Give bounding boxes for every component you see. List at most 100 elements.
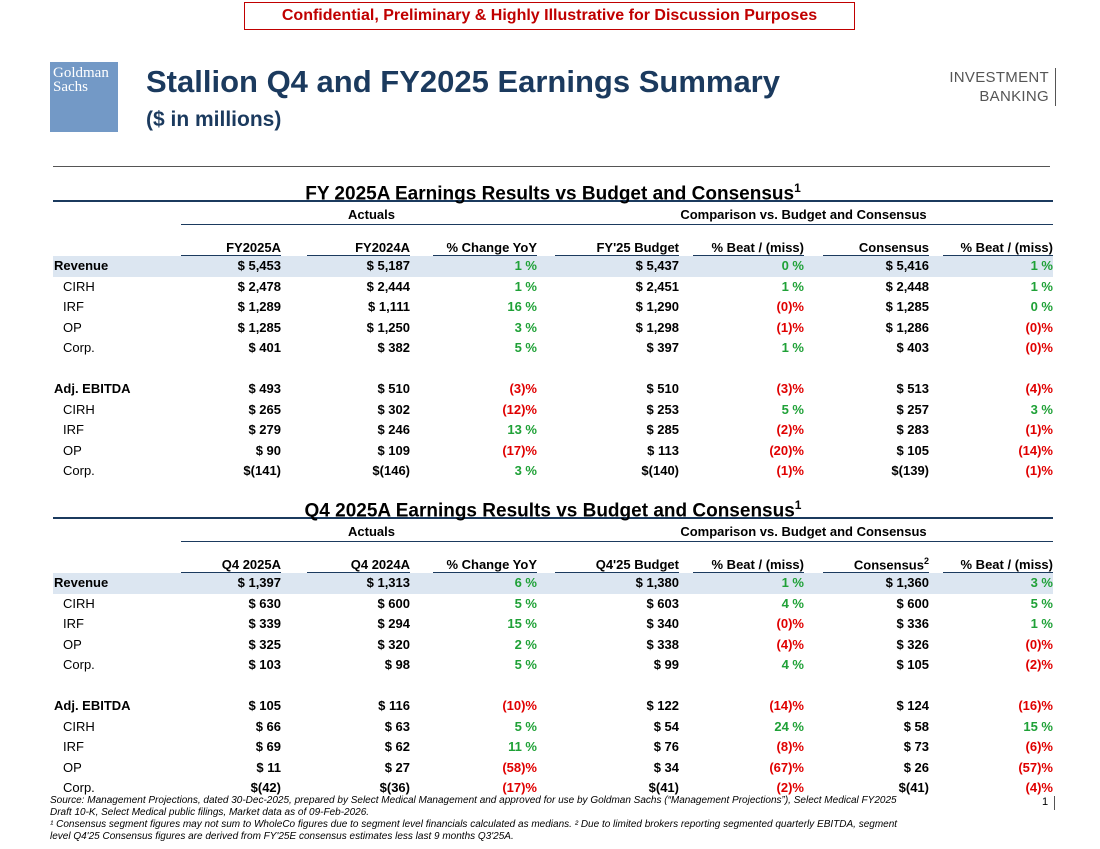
table-cell: (0)% xyxy=(776,299,804,315)
table-cell: $ 76 xyxy=(653,739,679,755)
table-cell: $ 253 xyxy=(646,401,679,417)
table-cell: 1 % xyxy=(781,278,804,294)
column-header-footnote: 2 xyxy=(923,555,929,566)
column-header-text: % Beat / (miss) xyxy=(711,557,804,572)
section-title: FY 2025A Earnings Results vs Budget and … xyxy=(53,176,1053,204)
q4-earnings-table: Q4 2025A Earnings Results vs Budget and … xyxy=(53,493,1053,799)
table-cell: (0)% xyxy=(1025,319,1053,335)
table-cell: 1 % xyxy=(1030,616,1053,632)
table-cell: $ 99 xyxy=(653,657,679,673)
table-cell: $ 265 xyxy=(248,401,281,417)
page-subtitle: ($ in millions) xyxy=(146,108,282,131)
table-cell: $ 401 xyxy=(248,340,281,356)
column-header-text: Q4 2025A xyxy=(221,557,281,572)
table-row: Revenue $ 1,397 $ 1,313 6 % $ 1,380 1 % $ 1,36… xyxy=(53,573,1053,594)
table-cell: 0 % xyxy=(781,258,804,273)
division-line-2: BANKING xyxy=(979,88,1049,105)
table-cell: $ 2,448 xyxy=(885,278,929,294)
column-header-text: Q4'25 Budget xyxy=(595,557,679,572)
table-cell: 2 % xyxy=(514,636,537,652)
table-cell: 24 % xyxy=(774,718,804,734)
table-row: Corp. $ 103 $ 98 5 % $ 99 4 % $ 105 (2)% xyxy=(53,655,1053,676)
table-cell: $ 1,111 xyxy=(368,299,410,315)
table-cell: $ 257 xyxy=(896,401,929,417)
column-headers: FY2025A FY2024A % Change YoY FY'25 Budget % … xyxy=(53,236,1053,256)
table-cell: $ 98 xyxy=(384,657,410,673)
table-cell: (2)% xyxy=(776,780,804,796)
table-cell: $ 600 xyxy=(896,595,929,611)
table-cell: $ 69 xyxy=(255,739,281,755)
division-label: INVESTMENT BANKING xyxy=(949,68,1056,106)
table-cell: 16 % xyxy=(507,299,537,315)
row-label: Revenue xyxy=(54,258,109,273)
table-row: CIRH $ 66 $ 63 5 % $ 54 24 % $ 58 15 % xyxy=(53,717,1053,738)
section-title-footnote: 1 xyxy=(794,498,802,512)
section-rule xyxy=(53,517,1053,519)
table-cell: $(36) xyxy=(379,780,410,796)
table-cell: (17)% xyxy=(502,780,537,796)
row-label: IRF xyxy=(63,299,84,315)
column-header-text: Consensus xyxy=(853,557,924,572)
table-cell: (3)% xyxy=(509,380,537,396)
table-cell: $ 1,380 xyxy=(635,575,679,590)
table-cell: $ 122 xyxy=(646,697,679,713)
table-row: IRF $ 279 $ 246 13 % $ 285 (2)% $ 283 (1)% xyxy=(53,420,1053,441)
table-cell: $ 397 xyxy=(646,340,679,356)
table-cell: 15 % xyxy=(507,616,537,632)
fy-earnings-table: FY 2025A Earnings Results vs Budget and … xyxy=(53,176,1053,482)
table-cell: $ 105 xyxy=(896,442,929,458)
table-cell: (0)% xyxy=(1025,340,1053,356)
column-header: FY2025A xyxy=(181,240,281,256)
column-header: FY2024A xyxy=(307,240,410,256)
table-cell: 11 % xyxy=(508,739,537,755)
table-cell: $ 2,451 xyxy=(635,278,679,294)
table-cell: (1)% xyxy=(1025,463,1053,479)
table-cell: $ 1,298 xyxy=(635,319,679,335)
confidential-banner: Confidential, Preliminary & Highly Illus… xyxy=(244,2,855,30)
table-cell: $ 279 xyxy=(248,422,281,438)
table-cell: $ 26 xyxy=(903,759,929,775)
section-title-text: Q4 2025A Earnings Results vs Budget and … xyxy=(304,500,795,522)
column-header-text: % Change YoY xyxy=(446,557,537,572)
table-cell: (2)% xyxy=(1025,657,1053,673)
table-row: Adj. EBITDA $ 105 $ 116 (10)% $ 122 (14)% $ 12… xyxy=(53,696,1053,717)
row-label: Revenue xyxy=(54,575,109,590)
table-cell: 0 % xyxy=(1030,299,1053,315)
table-cell: $ 116 xyxy=(378,697,410,713)
table-cell: 15 % xyxy=(1023,718,1053,734)
table-row: IRF $ 339 $ 294 15 % $ 340 (0)% $ 336 1 % xyxy=(53,614,1053,635)
row-label: Corp. xyxy=(63,780,95,796)
column-header: Q4 2025A xyxy=(181,557,281,573)
table-cell: 1 % xyxy=(1030,258,1053,273)
table-row: IRF $ 69 $ 62 11 % $ 76 (8)% $ 73 (6)% xyxy=(53,737,1053,758)
table-cell: 1 % xyxy=(781,575,804,590)
table-cell: $ 124 xyxy=(896,697,929,713)
row-label: IRF xyxy=(63,616,84,632)
table-cell: $ 105 xyxy=(248,697,281,713)
table-cell: (4)% xyxy=(1025,780,1053,796)
table-cell: $ 510 xyxy=(377,380,410,396)
table-cell: $(139) xyxy=(891,463,929,479)
table-cell: $ 66 xyxy=(255,718,281,734)
goldman-sachs-logo: Goldman Sachs xyxy=(50,62,118,132)
table-cell: $ 513 xyxy=(896,380,929,396)
table-cell: $ 2,444 xyxy=(366,278,410,294)
table-cell: (14)% xyxy=(1018,442,1053,458)
table-cell: 5 % xyxy=(514,340,537,356)
table-cell: $ 5,437 xyxy=(635,258,679,273)
table-cell: $ 1,285 xyxy=(885,299,929,315)
section-title: Q4 2025A Earnings Results vs Budget and … xyxy=(53,493,1053,521)
section-rule xyxy=(53,200,1053,202)
table-cell: (0)% xyxy=(776,616,804,632)
table-cell: $ 246 xyxy=(377,422,410,438)
table-row: Corp. $(141) $(146) 3 % $(140) (1)% $(139) (1)% xyxy=(53,461,1053,482)
row-label: OP xyxy=(63,636,82,652)
page-title: Stallion Q4 and FY2025 Earnings Summary xyxy=(146,64,780,99)
table-cell: $ 103 xyxy=(248,657,281,673)
table-cell: $ 285 xyxy=(646,422,679,438)
table-cell: $ 510 xyxy=(646,380,679,396)
column-header-text: Q4 2024A xyxy=(350,557,410,572)
column-header: % Beat / (miss) xyxy=(693,557,804,573)
table-cell: $ 73 xyxy=(903,739,929,755)
column-headers: Q4 2025A Q4 2024A % Change YoY Q4'25 Budget… xyxy=(53,553,1053,573)
